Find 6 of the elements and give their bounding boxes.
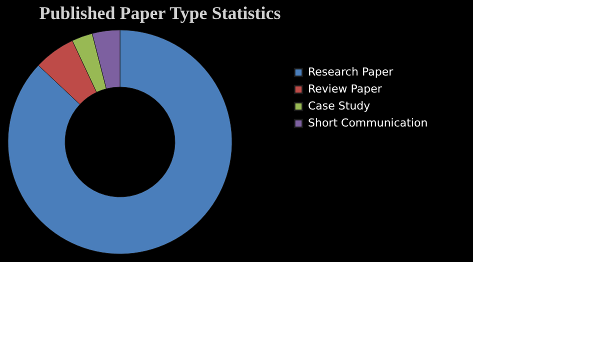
legend-label: Case Study bbox=[308, 100, 371, 112]
legend-label: Review Paper bbox=[308, 82, 382, 96]
donut-slice bbox=[8, 30, 232, 254]
chart-title: Published Paper Type Statistics bbox=[39, 3, 281, 23]
legend-label: Research Paper bbox=[308, 66, 394, 78]
legend-label: Short Communication bbox=[308, 116, 428, 130]
